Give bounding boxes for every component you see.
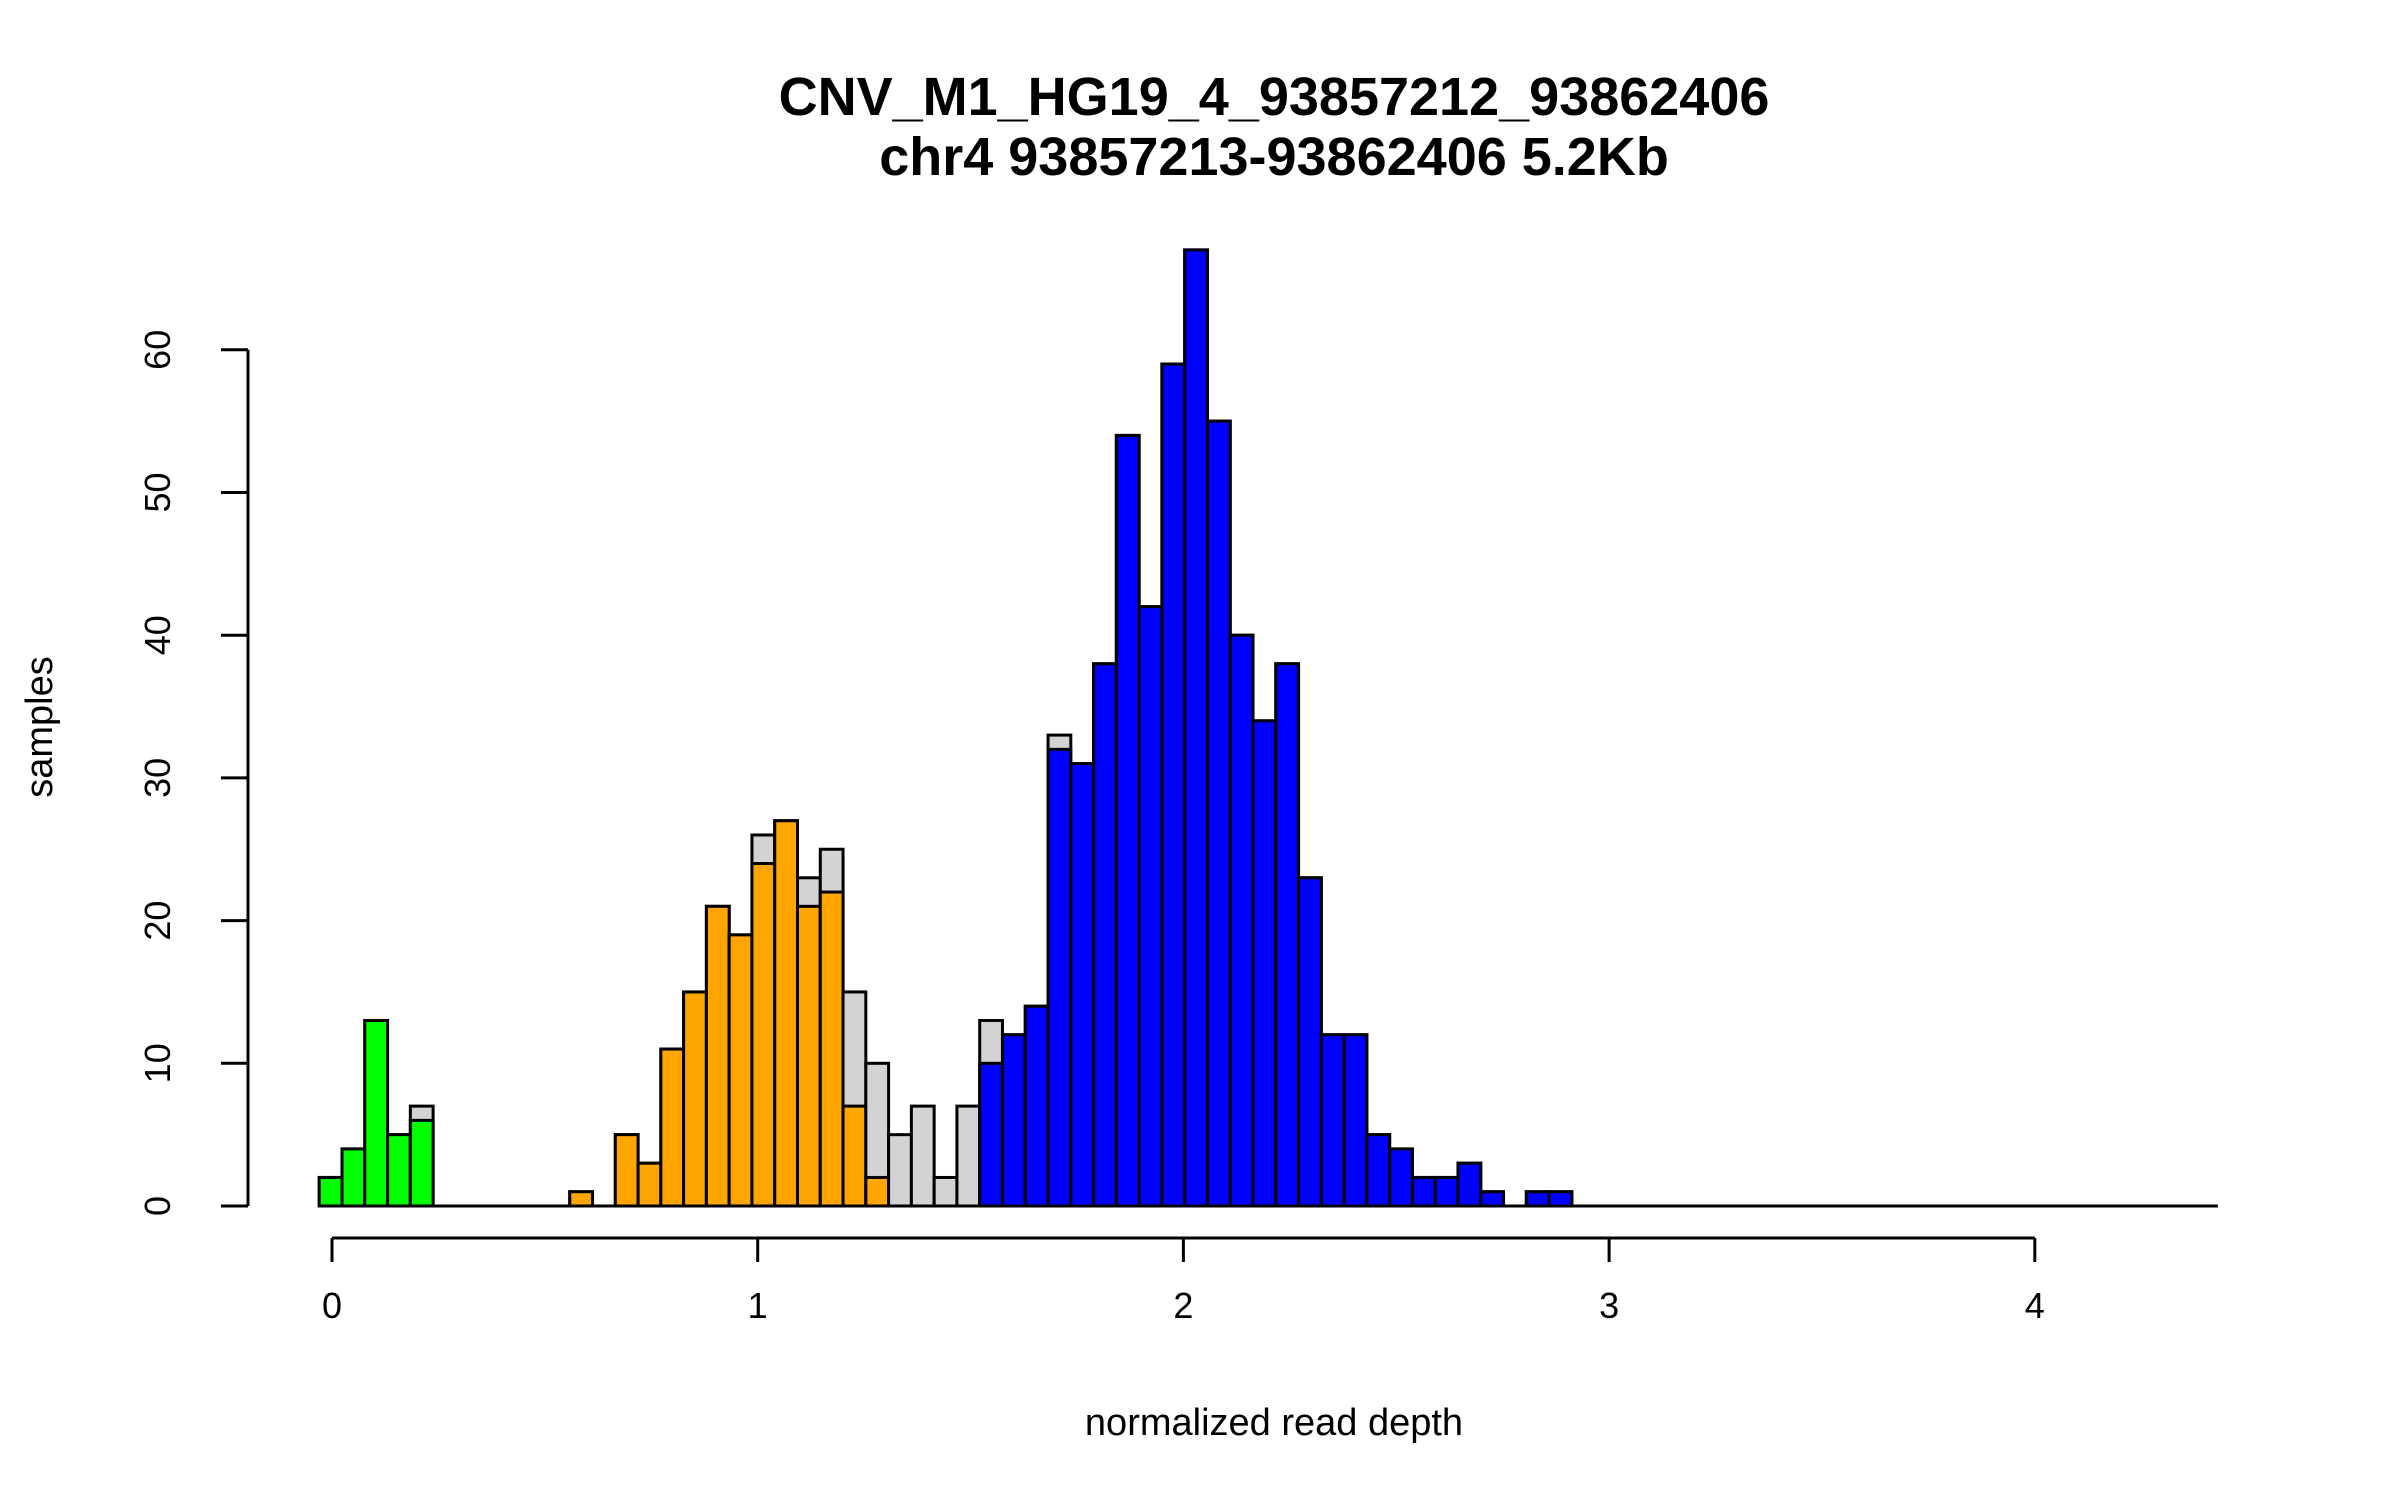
x-tick-label: 0 <box>322 1285 342 1326</box>
chart-title: CNV_M1_HG19_4_93857212_93862406 <box>779 67 1770 127</box>
bar-copy2 <box>1365 1133 1392 1208</box>
bar-copy0 <box>363 1018 390 1208</box>
bar-copy1 <box>682 990 708 1208</box>
bar-copy2 <box>1456 1161 1483 1208</box>
bar-copy1 <box>818 890 845 1208</box>
bar-copy2 <box>1023 1004 1050 1208</box>
bar-copy2 <box>1160 362 1187 1208</box>
chart-subtitle: chr4 93857213-93862406 5.2Kb <box>879 127 1669 187</box>
bar-copy2 <box>1319 1033 1346 1208</box>
y-tick-label: 30 <box>137 758 178 798</box>
x-tick-label: 1 <box>748 1285 768 1326</box>
bar-copy2 <box>1228 633 1255 1208</box>
y-axis: 0 10 20 30 40 50 60 <box>137 330 250 1216</box>
bar-copy0 <box>386 1133 412 1208</box>
bar-copy2 <box>1410 1175 1437 1208</box>
bar-copy2 <box>1092 662 1118 1208</box>
bar-total <box>955 1104 982 1208</box>
bar-copy2 <box>1183 248 1209 1208</box>
bar-copy0 <box>340 1147 367 1208</box>
x-tick-label: 2 <box>1173 1285 1193 1326</box>
bar-copy2 <box>1297 876 1323 1208</box>
bar-copy2 <box>1479 1190 1506 1208</box>
bar-copy2 <box>1547 1190 1574 1208</box>
bar-copy0 <box>317 1175 344 1208</box>
y-tick-label: 20 <box>137 901 178 941</box>
x-tick-label: 4 <box>2025 1285 2045 1326</box>
bar-copy2 <box>1046 747 1073 1208</box>
bar-copy2 <box>1342 1033 1369 1208</box>
bar-copy1 <box>727 933 754 1208</box>
x-axis: 0 1 2 3 4 <box>322 1236 2045 1326</box>
x-tick-label: 3 <box>1599 1285 1619 1326</box>
bar-total <box>909 1104 936 1208</box>
bar-copy1 <box>636 1161 663 1208</box>
bar-copy2 <box>1069 762 1096 1208</box>
bar-copy1 <box>659 1047 686 1208</box>
x-axis-label: normalized read depth <box>1085 1402 1463 1444</box>
bar-copy1 <box>750 862 777 1208</box>
bar-copy1 <box>773 819 800 1208</box>
y-axis-label: samples <box>19 656 61 798</box>
bar-copy2 <box>1524 1190 1551 1208</box>
bar-copy2 <box>1000 1033 1027 1208</box>
bar-copy2 <box>978 1061 1004 1208</box>
bar-total <box>932 1175 959 1208</box>
bar-copy2 <box>1433 1175 1460 1208</box>
bar-total <box>887 1133 913 1208</box>
y-tick-label: 60 <box>137 330 178 370</box>
bar-copy1 <box>613 1133 640 1208</box>
y-tick-label: 10 <box>137 1043 178 1083</box>
bar-copy2 <box>1205 419 1232 1208</box>
bar-copy1 <box>568 1190 595 1208</box>
bar-copy2 <box>1274 662 1301 1208</box>
bars <box>317 248 2218 1208</box>
bar-copy2 <box>1114 433 1141 1208</box>
bar-copy2 <box>1251 719 1278 1208</box>
y-tick-label: 0 <box>137 1196 178 1216</box>
bar-copy0 <box>408 1118 435 1208</box>
bar-copy1 <box>704 904 731 1208</box>
bar-copy1 <box>841 1104 868 1208</box>
bar-copy2 <box>1388 1147 1414 1208</box>
y-tick-label: 50 <box>137 472 178 512</box>
bar-copy1 <box>864 1175 891 1208</box>
bar-copy1 <box>796 904 822 1208</box>
y-tick-label: 40 <box>137 615 178 655</box>
bar-copy2 <box>1137 605 1164 1208</box>
